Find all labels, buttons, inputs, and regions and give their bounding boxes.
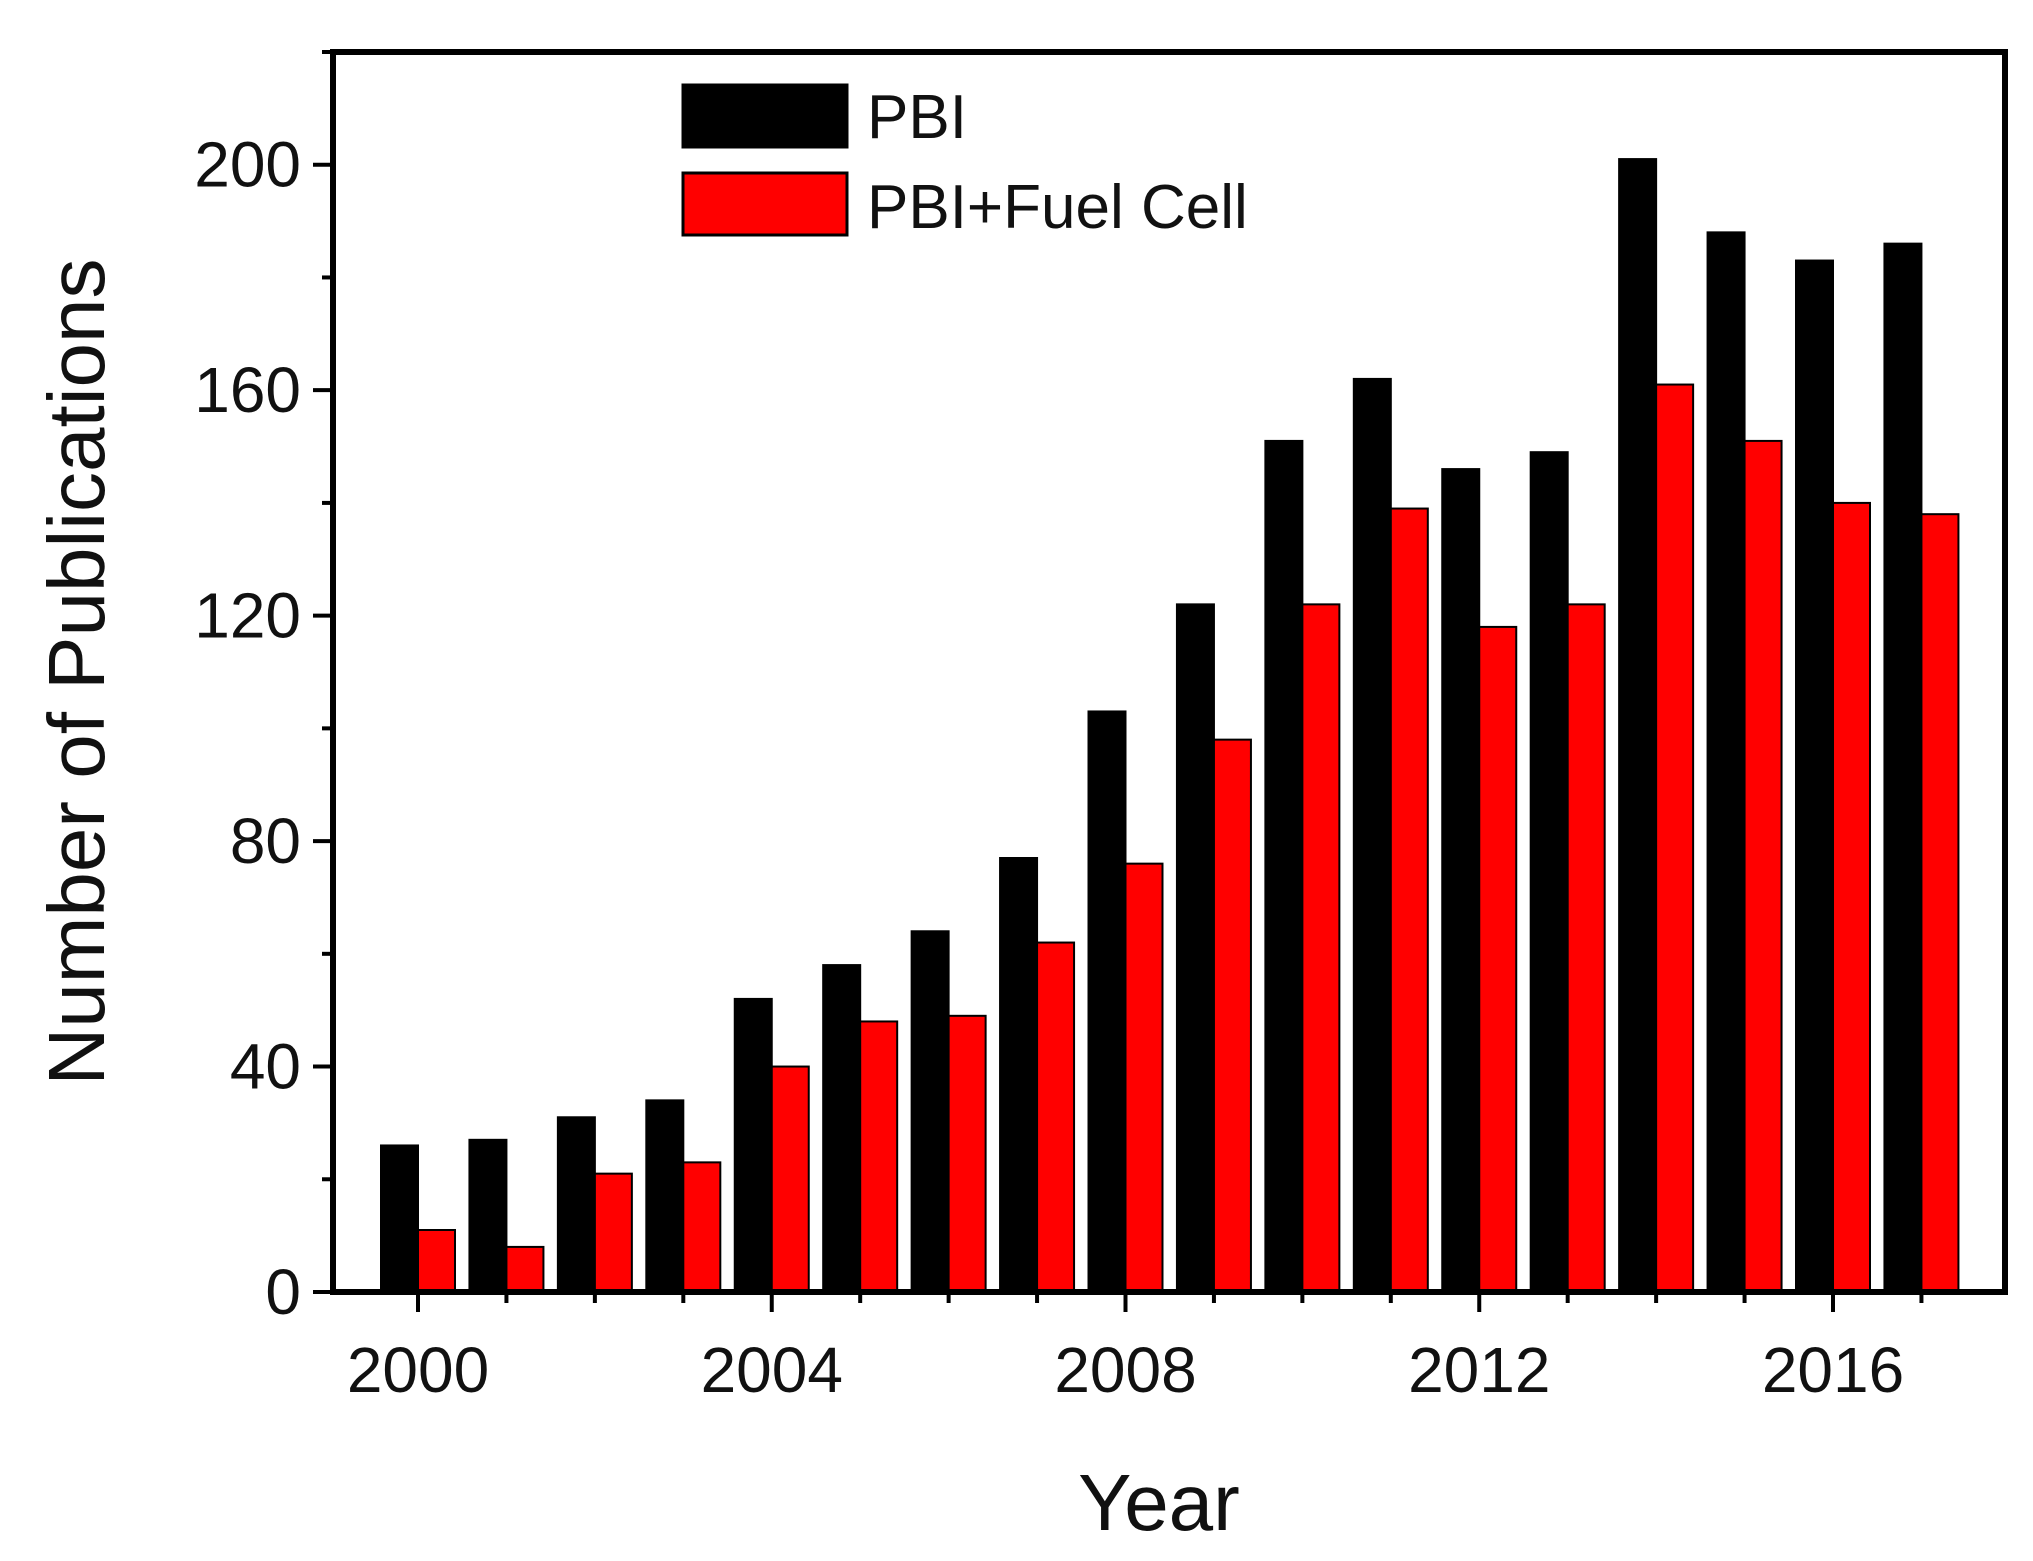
bar-pbi-2006 [910, 930, 950, 1293]
bar-pbi-2007 [999, 857, 1039, 1293]
x-tick-label-2000: 2000 [347, 1334, 489, 1406]
tick-labels-layer: 0 40 80 120 160 200 2000 2004 2008 2012 2016 [194, 129, 1904, 1406]
x-tick-label-2016: 2016 [1762, 1334, 1904, 1406]
bar-pbi-fuel-cell-2001 [505, 1245, 545, 1293]
ticks-layer [313, 50, 1924, 1312]
bar-pbi-fuel-cell-2007 [1036, 941, 1076, 1294]
bar-pbi-2013 [1529, 451, 1569, 1293]
bar-pbi-fuel-cell-2014 [1655, 383, 1695, 1293]
bar-pbi-2001 [468, 1138, 508, 1294]
bar-pbi-2009 [1175, 603, 1215, 1293]
bar-pbi-2000 [380, 1144, 419, 1294]
bar-pbi-fuel-cell-2010 [1301, 603, 1341, 1293]
bar-pbi-2003 [645, 1099, 685, 1294]
bar-pbi-fuel-cell-2012 [1478, 625, 1518, 1293]
y-tick-label-160: 160 [194, 354, 301, 426]
x-axis-title: Year [1078, 1458, 1240, 1547]
legend-swatch-pbi-fuel-cell [681, 171, 849, 237]
bars-layer [380, 158, 1960, 1294]
bar-pbi-fuel-cell-2009 [1212, 738, 1252, 1293]
bar-pbi-fuel-cell-2008 [1124, 862, 1164, 1293]
bar-pbi-2010 [1264, 439, 1304, 1293]
bar-pbi-2011 [1352, 377, 1392, 1293]
x-tick-label-2008: 2008 [1054, 1334, 1196, 1406]
bar-pbi-2002 [556, 1116, 596, 1293]
bar-pbi-fuel-cell-2011 [1389, 507, 1429, 1293]
y-tick-label-200: 200 [194, 129, 301, 201]
bar-pbi-fuel-cell-2006 [947, 1014, 987, 1293]
legend: PBI PBI+Fuel Cell [681, 83, 1248, 242]
bar-pbi-fuel-cell-2017 [1920, 513, 1960, 1293]
bar-pbi-2004 [733, 997, 773, 1294]
legend-swatch-pbi [681, 83, 849, 149]
bar-pbi-2012 [1441, 468, 1481, 1294]
y-tick-label-120: 120 [194, 580, 301, 652]
y-tick-label-80: 80 [230, 805, 301, 877]
bar-pbi-fuel-cell-2016 [1832, 501, 1871, 1293]
y-axis-title: Number of Publications [32, 258, 121, 1085]
bar-pbi-2014 [1618, 158, 1658, 1293]
bar-pbi-fuel-cell-2013 [1566, 603, 1606, 1293]
bar-pbi-fuel-cell-2004 [770, 1065, 810, 1293]
y-tick-label-40: 40 [230, 1031, 301, 1103]
bar-pbi-fuel-cell-2003 [682, 1161, 722, 1294]
legend-label-pbi: PBI [867, 83, 967, 152]
bar-pbi-fuel-cell-2005 [859, 1020, 899, 1293]
x-tick-label-2012: 2012 [1408, 1334, 1550, 1406]
x-tick-label-2004: 2004 [701, 1334, 843, 1406]
bar-pbi-fuel-cell-2002 [593, 1172, 633, 1293]
bar-pbi-2017 [1883, 242, 1923, 1294]
bar-pbi-fuel-cell-2000 [417, 1229, 456, 1293]
bar-pbi-2005 [822, 964, 862, 1293]
legend-label-pbi-fuel-cell: PBI+Fuel Cell [867, 173, 1248, 242]
y-tick-label-0: 0 [265, 1256, 301, 1328]
bar-pbi-2015 [1706, 231, 1746, 1293]
plot-frame [330, 49, 2008, 1295]
bar-pbi-fuel-cell-2015 [1743, 439, 1783, 1293]
bar-pbi-2016 [1795, 259, 1834, 1294]
bar-pbi-2008 [1087, 710, 1127, 1293]
